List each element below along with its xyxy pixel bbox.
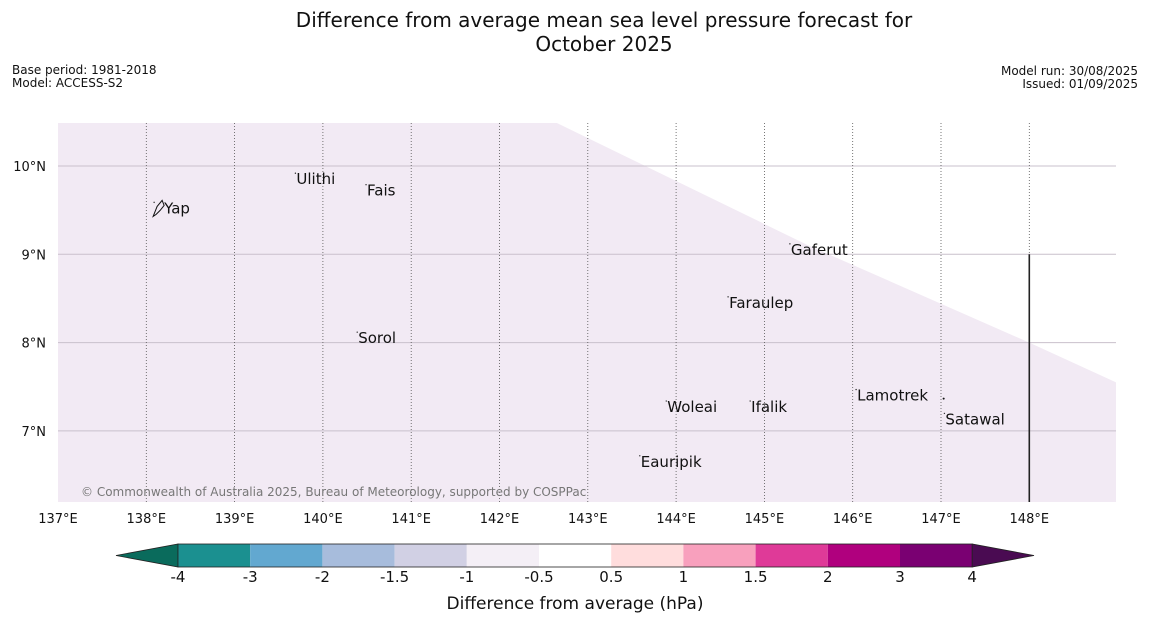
place-label-gaferut: Gaferut (791, 241, 848, 259)
island-marker (665, 400, 667, 402)
colorbar-tick-label: 3 (895, 568, 905, 586)
colorbar-tick-label: -3 (242, 568, 258, 586)
colorbar-tick-label: -0.5 (524, 568, 554, 586)
anomaly-fill-region (58, 123, 1116, 502)
colorbar-tick-label: -2 (314, 568, 330, 586)
colorbar-segment (539, 544, 612, 567)
lon-tick-label: 137°E (38, 512, 78, 527)
title-line-1: Difference from average mean sea level p… (295, 8, 913, 32)
island-marker (943, 412, 946, 415)
place-label-faraulep: Faraulep (729, 294, 793, 312)
place-label-yap: Yap (163, 199, 190, 217)
colorbar-segment (322, 544, 395, 567)
base-period: Base period: 1981-2018 (12, 63, 157, 77)
colorbar-segment (394, 544, 467, 567)
place-label-ulithi: Ulithi (296, 170, 335, 188)
island-marker (639, 455, 641, 457)
model-name: Model: ACCESS-S2 (12, 76, 124, 90)
colorbar-tick-label: 1.5 (743, 568, 768, 586)
lon-tick-label: 148°E (1010, 512, 1050, 527)
lon-tick-label: 144°E (656, 512, 696, 527)
place-label-satawal: Satawal (945, 410, 1004, 428)
island-marker (855, 388, 857, 391)
copyright-text: © Commonwealth of Australia 2025, Bureau… (81, 485, 586, 499)
island-marker (727, 296, 729, 298)
lat-tick-label: 9°N (22, 248, 47, 263)
colorbar-segment (611, 544, 684, 567)
place-label-ifalik: Ifalik (751, 398, 787, 416)
lon-tick-label: 142°E (480, 512, 520, 527)
island-marker (356, 331, 358, 333)
colorbar-segment (178, 544, 251, 567)
colorbar-tick-label: 1 (678, 568, 689, 586)
colorbar-segment (683, 544, 756, 567)
colorbar-tick-label: -1 (459, 568, 475, 586)
lat-tick-label: 10°N (13, 160, 46, 175)
yap-island-outline (152, 199, 165, 218)
island-marker (789, 243, 791, 245)
colorbar-tick-label: -1.5 (379, 568, 410, 586)
lon-tick-label: 146°E (833, 512, 873, 527)
issued-date: Issued: 01/09/2025 (1022, 77, 1138, 91)
lon-tick-label: 141°E (391, 512, 431, 527)
colorbar-segment (755, 544, 828, 567)
colorbar-segment (250, 544, 323, 567)
title-line-2: October 2025 (535, 32, 673, 56)
colorbar-tick-label: 0.5 (599, 568, 624, 586)
colorbar-under-arrow (115, 543, 179, 568)
model-run: Model run: 30/08/2025 (1000, 64, 1138, 78)
place-label-fais: Fais (367, 182, 396, 200)
lon-tick-label: 139°E (215, 512, 255, 527)
lat-tick-label: 8°N (22, 337, 47, 352)
island-marker (749, 400, 751, 402)
meta-left: Base period: 1981-2018 Model: ACCESS-S2 (12, 64, 157, 90)
colorbar-over-arrow (971, 543, 1035, 568)
island-marker (153, 201, 155, 204)
island-marker (294, 172, 297, 174)
colorbar-segment (900, 544, 973, 567)
place-label-sorol: Sorol (358, 329, 396, 347)
colorbar-tick-label: -4 (170, 568, 186, 586)
lon-tick-label: 145°E (745, 512, 785, 527)
island-marker (942, 397, 945, 400)
colorbar-tick-label: 2 (823, 568, 833, 586)
place-label-eauripik: Eauripik (641, 453, 702, 471)
colorbar-segment (466, 544, 539, 567)
page-title: Difference from average mean sea level p… (0, 8, 1150, 56)
island-marker (365, 184, 367, 186)
colorbar-segment (827, 544, 900, 567)
lat-tick-label: 7°N (22, 425, 47, 440)
lon-tick-label: 147°E (921, 512, 961, 527)
place-label-lamotrek: Lamotrek (857, 387, 928, 405)
lon-tick-label: 138°E (127, 512, 167, 527)
meta-right: Model run: 30/08/2025 Issued: 01/09/2025 (1001, 65, 1138, 91)
place-label-woleai: Woleai (667, 398, 717, 416)
lon-tick-label: 140°E (303, 512, 343, 527)
lon-tick-label: 143°E (568, 512, 608, 527)
colorbar-title: Difference from average (hPa) (446, 594, 704, 614)
colorbar-tick-label: 4 (967, 568, 977, 586)
